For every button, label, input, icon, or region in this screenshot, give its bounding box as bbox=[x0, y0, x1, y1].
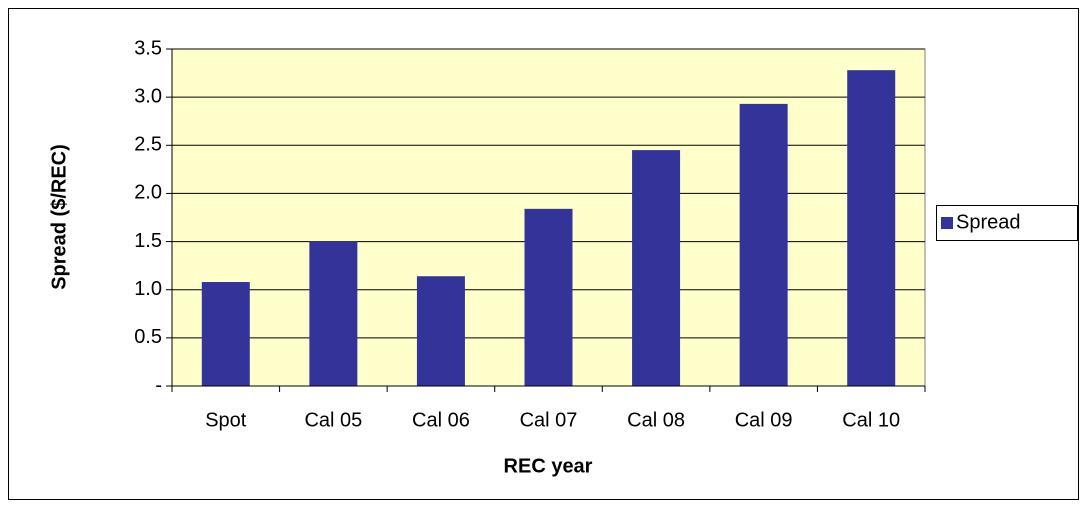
x-tick-label: Spot bbox=[205, 409, 247, 431]
x-tick-label: Cal 09 bbox=[735, 409, 793, 431]
y-axis-title: Spread ($/REC) bbox=[48, 144, 70, 290]
x-tick-label: Cal 06 bbox=[412, 409, 470, 431]
bar bbox=[416, 276, 465, 386]
bar bbox=[739, 103, 788, 386]
y-tick-label: 1.0 bbox=[134, 278, 162, 300]
y-tick-label: 3.0 bbox=[134, 85, 162, 107]
y-tick-label: 3.5 bbox=[134, 37, 162, 59]
x-tick-label: Cal 05 bbox=[304, 409, 362, 431]
bar bbox=[632, 150, 681, 386]
y-tick-label: - bbox=[155, 374, 162, 396]
x-tick-label: Cal 08 bbox=[627, 409, 685, 431]
y-tick-label: 2.0 bbox=[134, 182, 162, 204]
bar bbox=[847, 70, 896, 386]
bar bbox=[524, 208, 573, 386]
bar bbox=[201, 282, 250, 386]
legend-box bbox=[936, 205, 1078, 241]
y-tick-label: 1.5 bbox=[134, 230, 162, 252]
bar bbox=[309, 241, 358, 386]
x-axis-title: REC year bbox=[504, 455, 593, 477]
legend-swatch bbox=[941, 217, 953, 229]
x-tick-label: Cal 10 bbox=[842, 409, 900, 431]
y-tick-label: 2.5 bbox=[134, 134, 162, 156]
legend-label: Spread bbox=[956, 211, 1021, 233]
x-tick-label: Cal 07 bbox=[520, 409, 578, 431]
y-tick-label: 0.5 bbox=[134, 326, 162, 348]
